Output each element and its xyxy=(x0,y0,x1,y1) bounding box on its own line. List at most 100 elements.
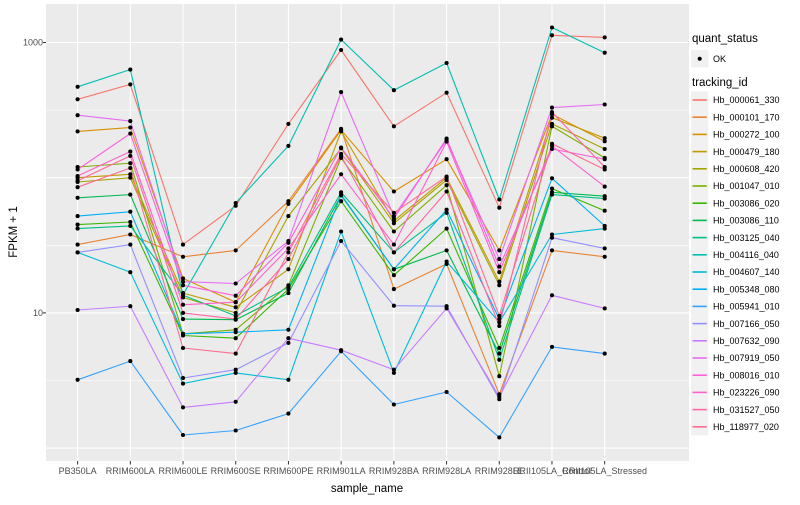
data-point xyxy=(549,124,555,129)
data-point xyxy=(444,226,449,231)
legend-item-Hb_005941_010: Hb_005941_010 xyxy=(691,297,780,315)
data-point xyxy=(75,377,80,382)
data-point xyxy=(180,276,186,281)
data-point xyxy=(602,157,607,162)
data-point xyxy=(549,248,555,253)
legend-item-Hb_003086_110: Hb_003086_110 xyxy=(691,211,779,229)
data-point xyxy=(602,146,607,152)
data-point xyxy=(391,210,396,215)
legend-item-label: Hb_001047_010 xyxy=(713,181,780,191)
legend-item-Hb_000061_330: Hb_000061_330 xyxy=(691,91,780,109)
data-point xyxy=(128,153,133,158)
data-point xyxy=(391,367,396,372)
x-tick-labels: PB350LA RRIM600LA RRIM600LE RRIM600SE RRIM60… xyxy=(59,466,647,476)
x-axis-title: sample_name xyxy=(331,483,403,495)
y-tick-labels: 10 1000 xyxy=(23,38,43,319)
data-point xyxy=(286,257,291,262)
legend-item-label: Hb_023226_090 xyxy=(713,388,780,398)
data-point xyxy=(233,351,238,356)
data-point xyxy=(180,331,186,336)
data-point xyxy=(391,402,396,407)
data-point xyxy=(75,307,80,313)
data-point xyxy=(444,178,449,183)
data-point xyxy=(128,67,133,72)
data-point xyxy=(391,216,396,221)
data-point xyxy=(602,102,607,107)
data-point xyxy=(75,195,80,200)
data-point xyxy=(391,303,396,308)
data-point xyxy=(339,199,344,204)
x-tick-label: PB350LA xyxy=(59,466,97,476)
data-point xyxy=(549,192,555,197)
data-point xyxy=(602,246,607,251)
legend-item-label: Hb_000061_330 xyxy=(713,95,780,105)
data-point xyxy=(128,270,133,275)
data-point xyxy=(497,283,502,288)
legend-item-label: Hb_000272_100 xyxy=(713,130,780,140)
data-point xyxy=(444,259,449,264)
legend-item-Hb_000479_180: Hb_000479_180 xyxy=(691,143,780,161)
data-point xyxy=(128,232,133,237)
data-point xyxy=(180,405,186,410)
data-point xyxy=(233,399,238,404)
data-point xyxy=(233,248,238,253)
legend-item-Hb_001047_010: Hb_001047_010 xyxy=(691,177,780,195)
data-point xyxy=(339,172,344,177)
data-point xyxy=(75,185,80,190)
data-point xyxy=(549,105,555,110)
data-point xyxy=(497,320,502,325)
data-point xyxy=(549,146,555,152)
data-point xyxy=(75,178,80,183)
data-point xyxy=(497,279,502,284)
data-point xyxy=(391,287,396,292)
data-point xyxy=(497,394,502,399)
data-point xyxy=(339,37,344,42)
legend-item-label: Hb_007166_050 xyxy=(713,319,780,329)
data-point xyxy=(391,124,396,129)
data-point xyxy=(602,351,607,356)
legend-item-Hb_023226_090: Hb_023226_090 xyxy=(691,383,780,401)
data-point xyxy=(339,90,344,95)
legend-item-label: Hb_000479_180 xyxy=(713,147,780,157)
legend-item-Hb_007632_090: Hb_007632_090 xyxy=(691,332,780,350)
x-tick-label: RRIM928LA xyxy=(422,466,471,476)
axis-ticks xyxy=(43,42,606,465)
data-point xyxy=(75,222,80,227)
data-point xyxy=(391,250,396,255)
data-point xyxy=(391,242,396,247)
data-point xyxy=(339,192,344,197)
data-point xyxy=(180,310,186,315)
x-tick-label: RRIM600LA xyxy=(106,466,155,476)
data-point xyxy=(339,47,344,53)
data-point xyxy=(391,273,396,278)
data-point xyxy=(180,279,186,284)
data-point xyxy=(128,82,133,87)
data-point xyxy=(286,291,291,296)
data-point xyxy=(391,267,396,272)
data-point xyxy=(444,248,449,253)
data-point xyxy=(286,121,291,126)
x-tick-label: RRIM928LE xyxy=(475,466,524,476)
x-tick-label: RRII105LA_Stressed xyxy=(562,466,647,476)
legend-item-Hb_000101_170: Hb_000101_170 xyxy=(691,108,780,126)
legend-item-Hb_000608_420: Hb_000608_420 xyxy=(691,160,780,178)
data-point xyxy=(339,348,344,353)
data-point xyxy=(75,129,80,134)
data-point xyxy=(602,35,607,40)
data-point xyxy=(497,351,502,356)
legend-item-label: Hb_004116_040 xyxy=(713,250,779,260)
data-point xyxy=(75,167,80,172)
data-point xyxy=(233,200,238,206)
legend-item-Hb_118977_020: Hb_118977_020 xyxy=(691,418,779,436)
data-point xyxy=(128,209,133,214)
legend-item-Hb_000272_100: Hb_000272_100 xyxy=(691,125,780,143)
x-tick-label: RRIM600SE xyxy=(211,466,261,476)
data-point xyxy=(339,145,344,150)
y-tick-label-10: 10 xyxy=(33,308,43,318)
data-point xyxy=(444,60,449,66)
data-point xyxy=(549,293,555,298)
data-point xyxy=(444,389,449,395)
data-point xyxy=(128,125,133,130)
data-point xyxy=(233,293,238,298)
data-point xyxy=(75,214,80,219)
